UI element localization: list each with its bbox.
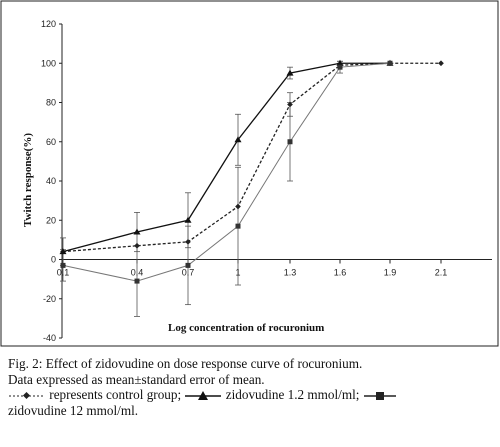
- y-tick-label: 20: [46, 215, 56, 225]
- dose-response-chart: 0.1 0.4 0.7 1 1.3 1.6 1.9 2.1 120 100 80 60 40 20 0 -2…: [0, 0, 499, 347]
- point-marker: [60, 262, 66, 268]
- point-marker: [287, 139, 293, 145]
- point-marker: [133, 228, 141, 235]
- legend-control-glyph: [9, 392, 45, 400]
- x-tick-label: 1.3: [284, 268, 297, 278]
- figure-caption: Fig. 2: Effect of zidovudine on dose res…: [8, 356, 496, 418]
- legend-control-label: represents control group;: [49, 387, 182, 403]
- legend-zdv-1-2-label: zidovudine 1.2 mmol/ml;: [225, 387, 360, 403]
- axes: [59, 23, 492, 339]
- y-tick-label: 60: [46, 137, 56, 147]
- caption-line-4: zidovudine 12 mmol/ml.: [8, 402, 139, 418]
- series-line-1: [62, 62, 390, 253]
- series-markers: [59, 59, 444, 284]
- point-marker: [287, 101, 293, 108]
- point-marker: [134, 278, 140, 284]
- x-tick-label: 1: [235, 268, 240, 278]
- y-tick-label: 80: [46, 98, 56, 108]
- y-axis-title: Twitch response(%): [22, 133, 34, 227]
- point-marker: [134, 242, 140, 249]
- point-marker: [185, 239, 191, 245]
- point-marker: [336, 59, 344, 66]
- y-tick-label: -40: [43, 333, 56, 343]
- y-tick-label: 100: [41, 58, 56, 68]
- point-marker: [235, 223, 241, 229]
- point-marker: [184, 216, 192, 223]
- x-tick-label: 0.4: [131, 268, 144, 278]
- chart-frame: [0, 0, 499, 347]
- point-marker: [337, 64, 343, 70]
- y-tick-labels: 120 100 80 60 40 20 0 -20 -40: [41, 19, 56, 343]
- x-tick-labels: 0.1 0.4 0.7 1 1.3 1.6 1.9 2.1: [57, 268, 448, 278]
- point-marker: [234, 136, 242, 143]
- error-bars: [60, 60, 343, 317]
- caption-line-2: Data expressed as mean±standard error of…: [8, 371, 265, 387]
- x-tick-label: 0.7: [182, 268, 195, 278]
- y-tick-label: 0: [51, 255, 56, 265]
- series-line-0: [62, 62, 441, 253]
- point-marker: [286, 69, 294, 76]
- y-tick-label: 120: [41, 19, 56, 29]
- x-tick-label: 2.1: [435, 268, 448, 278]
- point-marker: [59, 248, 67, 255]
- point-marker: [438, 60, 444, 67]
- x-axis-title: Log concentration of rocuronium: [168, 322, 324, 334]
- x-tick-label: 0.1: [57, 268, 70, 278]
- series-line-2: [62, 62, 391, 282]
- caption-line-3: represents control group; zidovudine 1.2…: [8, 387, 496, 403]
- legend-zdv-1-2-glyph: [185, 391, 222, 401]
- series-lines: [62, 62, 441, 282]
- legend-zdv-12-glyph: [363, 392, 396, 401]
- y-tick-label: 40: [46, 176, 56, 186]
- point-marker: [387, 60, 393, 66]
- point-marker: [235, 203, 241, 210]
- point-marker: [185, 262, 191, 268]
- x-tick-label: 1.6: [334, 268, 347, 278]
- caption-line-1: Fig. 2: Effect of zidovudine on dose res…: [8, 356, 363, 371]
- y-tick-label: -20: [43, 294, 56, 304]
- x-tick-label: 1.9: [384, 268, 397, 278]
